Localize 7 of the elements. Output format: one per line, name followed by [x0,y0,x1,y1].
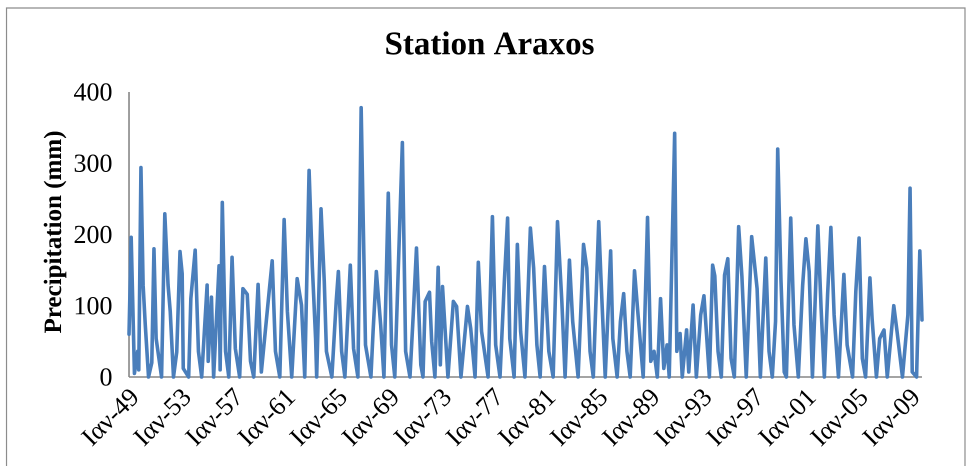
y-tick-label: 0 [100,368,112,386]
y-axis-title: Precipitation (mm) [44,132,66,334]
y-tick-label: 200 [74,226,112,244]
chart-title: Station Araxos [386,31,594,55]
y-tick-label: 100 [76,296,112,315]
y-tick-label: 300 [74,154,112,172]
y-tick-label: 400 [74,83,112,101]
